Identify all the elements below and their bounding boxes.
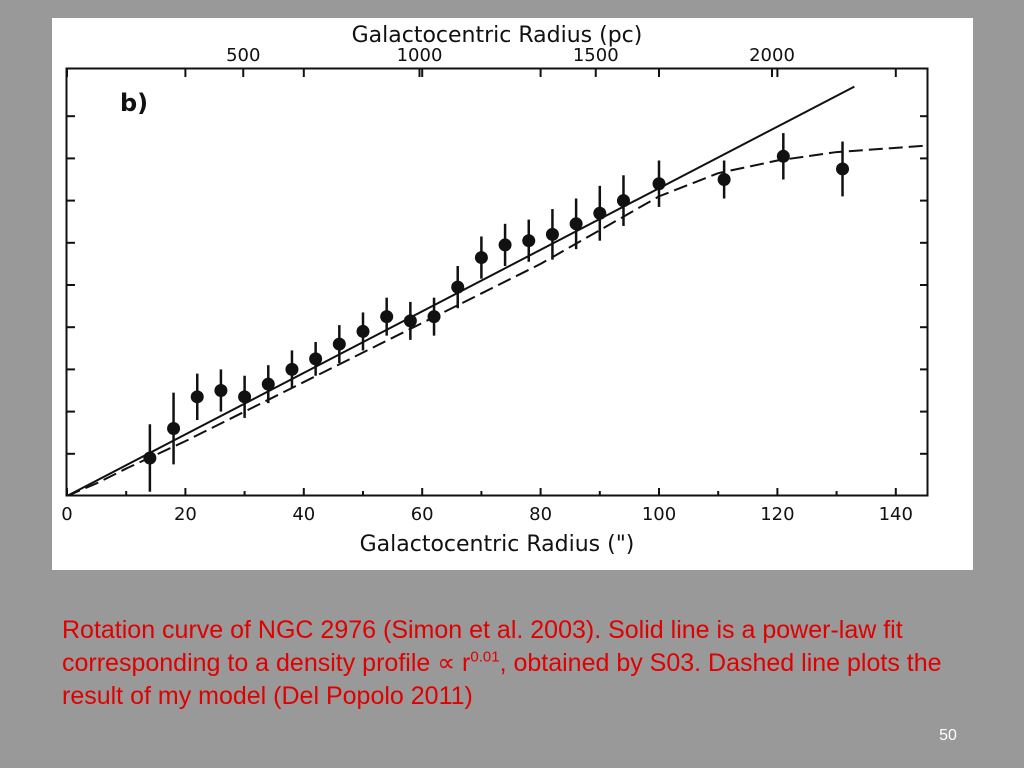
- data-point: [427, 310, 441, 324]
- bottom-axis-title: Galactocentric Radius ("): [360, 532, 635, 557]
- x-tick-label: 140: [879, 504, 913, 525]
- slide-number: 50: [939, 727, 957, 744]
- data-point: [836, 162, 850, 176]
- data-point: [285, 362, 299, 376]
- x-tick-label: 20: [174, 504, 197, 525]
- panel-label: b): [120, 89, 148, 117]
- caption-exponent: 0.01: [470, 648, 500, 666]
- x-tick-label: 40: [292, 504, 315, 525]
- data-point: [776, 149, 790, 163]
- data-point: [309, 352, 323, 366]
- x2-tick-label: 500: [226, 45, 260, 66]
- data-point: [356, 324, 370, 338]
- data-point: [214, 384, 228, 397]
- data-point: [652, 177, 666, 191]
- x-tick-label: 120: [760, 504, 794, 525]
- top-axis-title: Galactocentric Radius (pc): [352, 23, 643, 48]
- caption-text-part1: Rotation curve of NGC 2976 (Simon et al.…: [62, 616, 903, 677]
- x2-tick-label: 1000: [397, 45, 443, 66]
- data-point: [717, 173, 731, 186]
- rotation-curve-chart: Galactocentric Radius (pc) Galactocentri…: [61, 23, 929, 557]
- data-point: [332, 337, 346, 351]
- data-point: [522, 234, 536, 248]
- data-point: [238, 390, 252, 404]
- fit-lines: [67, 85, 926, 496]
- figure-caption: Rotation curve of NGC 2976 (Simon et al.…: [62, 614, 972, 713]
- data-point: [474, 251, 488, 265]
- x-tick-label: 100: [642, 504, 676, 525]
- data-point: [616, 194, 630, 208]
- data-point: [261, 377, 275, 391]
- data-point: [451, 280, 465, 294]
- data-point: [380, 310, 394, 324]
- x2-tick-label: 1500: [573, 45, 619, 66]
- data-point: [143, 451, 157, 465]
- caption-text-part2: , obtained by S03. Dashed line plots the…: [62, 649, 942, 710]
- tick-layer: 0 20 40 60 80 100 120 140 500 1000 1500 2000: [61, 45, 928, 525]
- x-tick-label: 60: [411, 504, 434, 525]
- x2-tick-label: 2000: [749, 45, 795, 66]
- plot-frame: [65, 67, 929, 497]
- x-tick-label: 80: [529, 504, 552, 525]
- data-point: [498, 238, 512, 252]
- data-point: [593, 206, 607, 220]
- axes-frame: [65, 67, 929, 497]
- figure-panel: Galactocentric Radius (pc) Galactocentri…: [52, 18, 973, 570]
- data-point: [167, 421, 181, 435]
- data-point: [569, 217, 583, 231]
- data-points: [143, 133, 850, 492]
- data-point: [403, 314, 417, 328]
- x-tick-label: 0: [61, 504, 72, 525]
- data-point: [545, 227, 559, 241]
- model-dashed-line: [67, 144, 926, 496]
- data-point: [190, 390, 204, 404]
